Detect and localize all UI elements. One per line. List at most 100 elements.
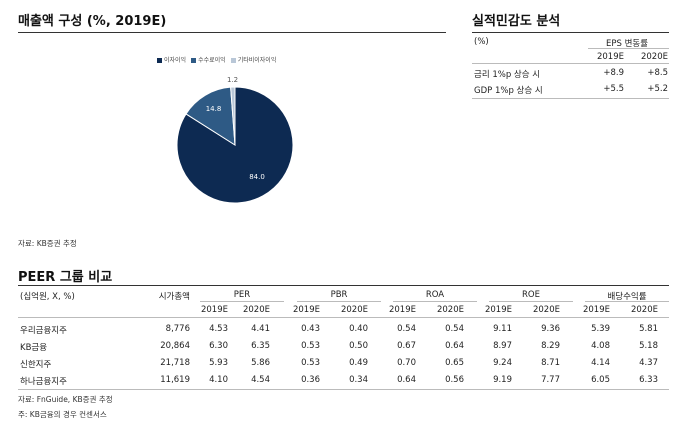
peer-row-value: 0.53	[301, 358, 320, 368]
peer-title: PEER 그룹 비교	[18, 270, 113, 285]
pie-data-label: 14.8	[206, 105, 222, 113]
eps-header-rule	[588, 48, 669, 49]
peer-group-rule	[585, 301, 669, 302]
peer-row-value: 0.67	[397, 341, 416, 351]
legend-label: 수수료이익	[198, 57, 226, 64]
peer-year-header: 2019E	[484, 305, 512, 315]
peer-row-value: 0.34	[349, 375, 368, 385]
peer-row-value: 0.64	[445, 341, 464, 351]
peer-row-value: 4.37	[639, 358, 658, 368]
sens-row-value: +8.9	[603, 68, 624, 78]
legend-item: 기타비이자이익	[230, 55, 277, 64]
peer-row-name: 우리금융지주	[20, 326, 67, 336]
peer-row-value: 8.97	[493, 341, 512, 351]
peer-row-value: 5.39	[591, 324, 610, 334]
eps-header: EPS 변동률	[605, 39, 649, 49]
peer-year-header: 2019E	[388, 305, 416, 315]
peer-row-value: 4.08	[591, 341, 610, 351]
peer-note: 주: KB금융의 경우 컨센서스	[18, 410, 107, 419]
peer-group-rule	[200, 301, 284, 302]
peer-group-rule	[489, 301, 573, 302]
sens-header-rule	[472, 63, 669, 64]
peer-row-value: 0.49	[349, 358, 368, 368]
peer-row-value: 5.18	[639, 341, 658, 351]
peer-row-value: 4.53	[209, 324, 228, 334]
peer-row-value: 9.19	[493, 375, 512, 385]
pie-legend: 이자이익 수수료이익 기타비이자이익	[157, 47, 281, 66]
peer-row-name: 신한지주	[20, 360, 52, 370]
peer-row-value: 9.36	[541, 324, 560, 334]
sens-row-value: +8.5	[647, 68, 668, 78]
peer-row-mcap: 20,864	[160, 341, 190, 351]
legend-item: 수수료이익	[191, 55, 226, 64]
peer-year-header: 2020E	[436, 305, 464, 315]
peer-row-value: 0.54	[397, 324, 416, 334]
sens-year-2020: 2020E	[640, 52, 668, 62]
peer-row-value: 4.41	[251, 324, 270, 334]
peer-year-header: 2020E	[242, 305, 270, 315]
peer-header-rule	[18, 317, 669, 318]
peer-row-value: 4.10	[209, 375, 228, 385]
peer-group-rule	[297, 301, 381, 302]
peer-row-value: 4.14	[591, 358, 610, 368]
pie-data-label: 84.0	[249, 173, 265, 181]
peer-group-header: ROA	[425, 290, 445, 300]
legend-label: 이자이익	[164, 57, 187, 64]
sens-row-label: GDP 1%p 상승 시	[474, 86, 543, 96]
peer-row-value: 4.54	[251, 375, 270, 385]
peer-row-value: 8.29	[541, 341, 560, 351]
peer-row-value: 0.43	[301, 324, 320, 334]
peer-row-value: 0.36	[301, 375, 320, 385]
sensitivity-title: 실적민감도 분석	[472, 14, 561, 29]
pie-slice	[185, 86, 236, 146]
peer-source: 자료: FnGuide, KB증권 추정	[18, 395, 113, 404]
peer-row-mcap: 11,619	[160, 375, 190, 385]
sensitivity-unit: (%)	[474, 37, 489, 47]
peer-row-value: 6.30	[209, 341, 228, 351]
peer-row-value: 0.40	[349, 324, 368, 334]
pie-slice	[230, 86, 236, 146]
peer-row-value: 0.54	[445, 324, 464, 334]
peer-row-value: 9.11	[493, 324, 512, 334]
peer-row-value: 7.77	[541, 375, 560, 385]
peer-group-header: PER	[233, 290, 251, 300]
sens-year-2019: 2019E	[596, 52, 624, 62]
peer-row-value: 0.64	[397, 375, 416, 385]
peer-group-rule	[393, 301, 477, 302]
legend-swatch	[157, 58, 162, 63]
legend-swatch	[191, 58, 197, 63]
peer-group-header: PBR	[330, 290, 348, 300]
revenue-source: 자료: KB증권 추정	[18, 239, 77, 248]
legend-label: 기타비이자이익	[237, 57, 277, 64]
peer-year-header: 2020E	[340, 305, 368, 315]
sens-row-value: +5.2	[647, 84, 668, 94]
peer-year-header: 2019E	[292, 305, 320, 315]
sensitivity-top-rule	[472, 32, 669, 33]
peer-year-header: 2019E	[200, 305, 228, 315]
peer-row-value: 5.86	[251, 358, 270, 368]
peer-year-header: 2020E	[532, 305, 560, 315]
peer-row-value: 5.93	[209, 358, 228, 368]
peer-row-mcap: 8,776	[165, 324, 190, 334]
sens-row-label: 금리 1%p 상승 시	[474, 70, 541, 80]
legend-swatch	[230, 58, 236, 63]
sens-row-value: +5.5	[603, 84, 624, 94]
peer-year-header: 2019E	[582, 305, 610, 315]
peer-group-header: ROE	[522, 290, 540, 300]
peer-row-value: 0.70	[397, 358, 416, 368]
peer-top-rule	[18, 285, 669, 286]
peer-row-value: 6.05	[591, 375, 610, 385]
peer-row-value: 9.24	[493, 358, 512, 368]
peer-row-value: 8.71	[541, 358, 560, 368]
peer-row-value: 0.56	[445, 375, 464, 385]
peer-row-value: 0.50	[349, 341, 368, 351]
revenue-title: 매출액 구성 (%, 2019E)	[18, 14, 167, 29]
peer-row-value: 0.53	[301, 341, 320, 351]
revenue-title-rule	[18, 32, 446, 33]
pie-data-label: 1.2	[227, 76, 238, 84]
sens-bottom-rule	[472, 98, 669, 99]
peer-row-value: 6.35	[251, 341, 270, 351]
peer-unit: (십억원, X, %)	[20, 292, 75, 302]
peer-group-header: 배당수익률	[607, 292, 647, 302]
legend-item: 이자이익	[157, 55, 186, 64]
